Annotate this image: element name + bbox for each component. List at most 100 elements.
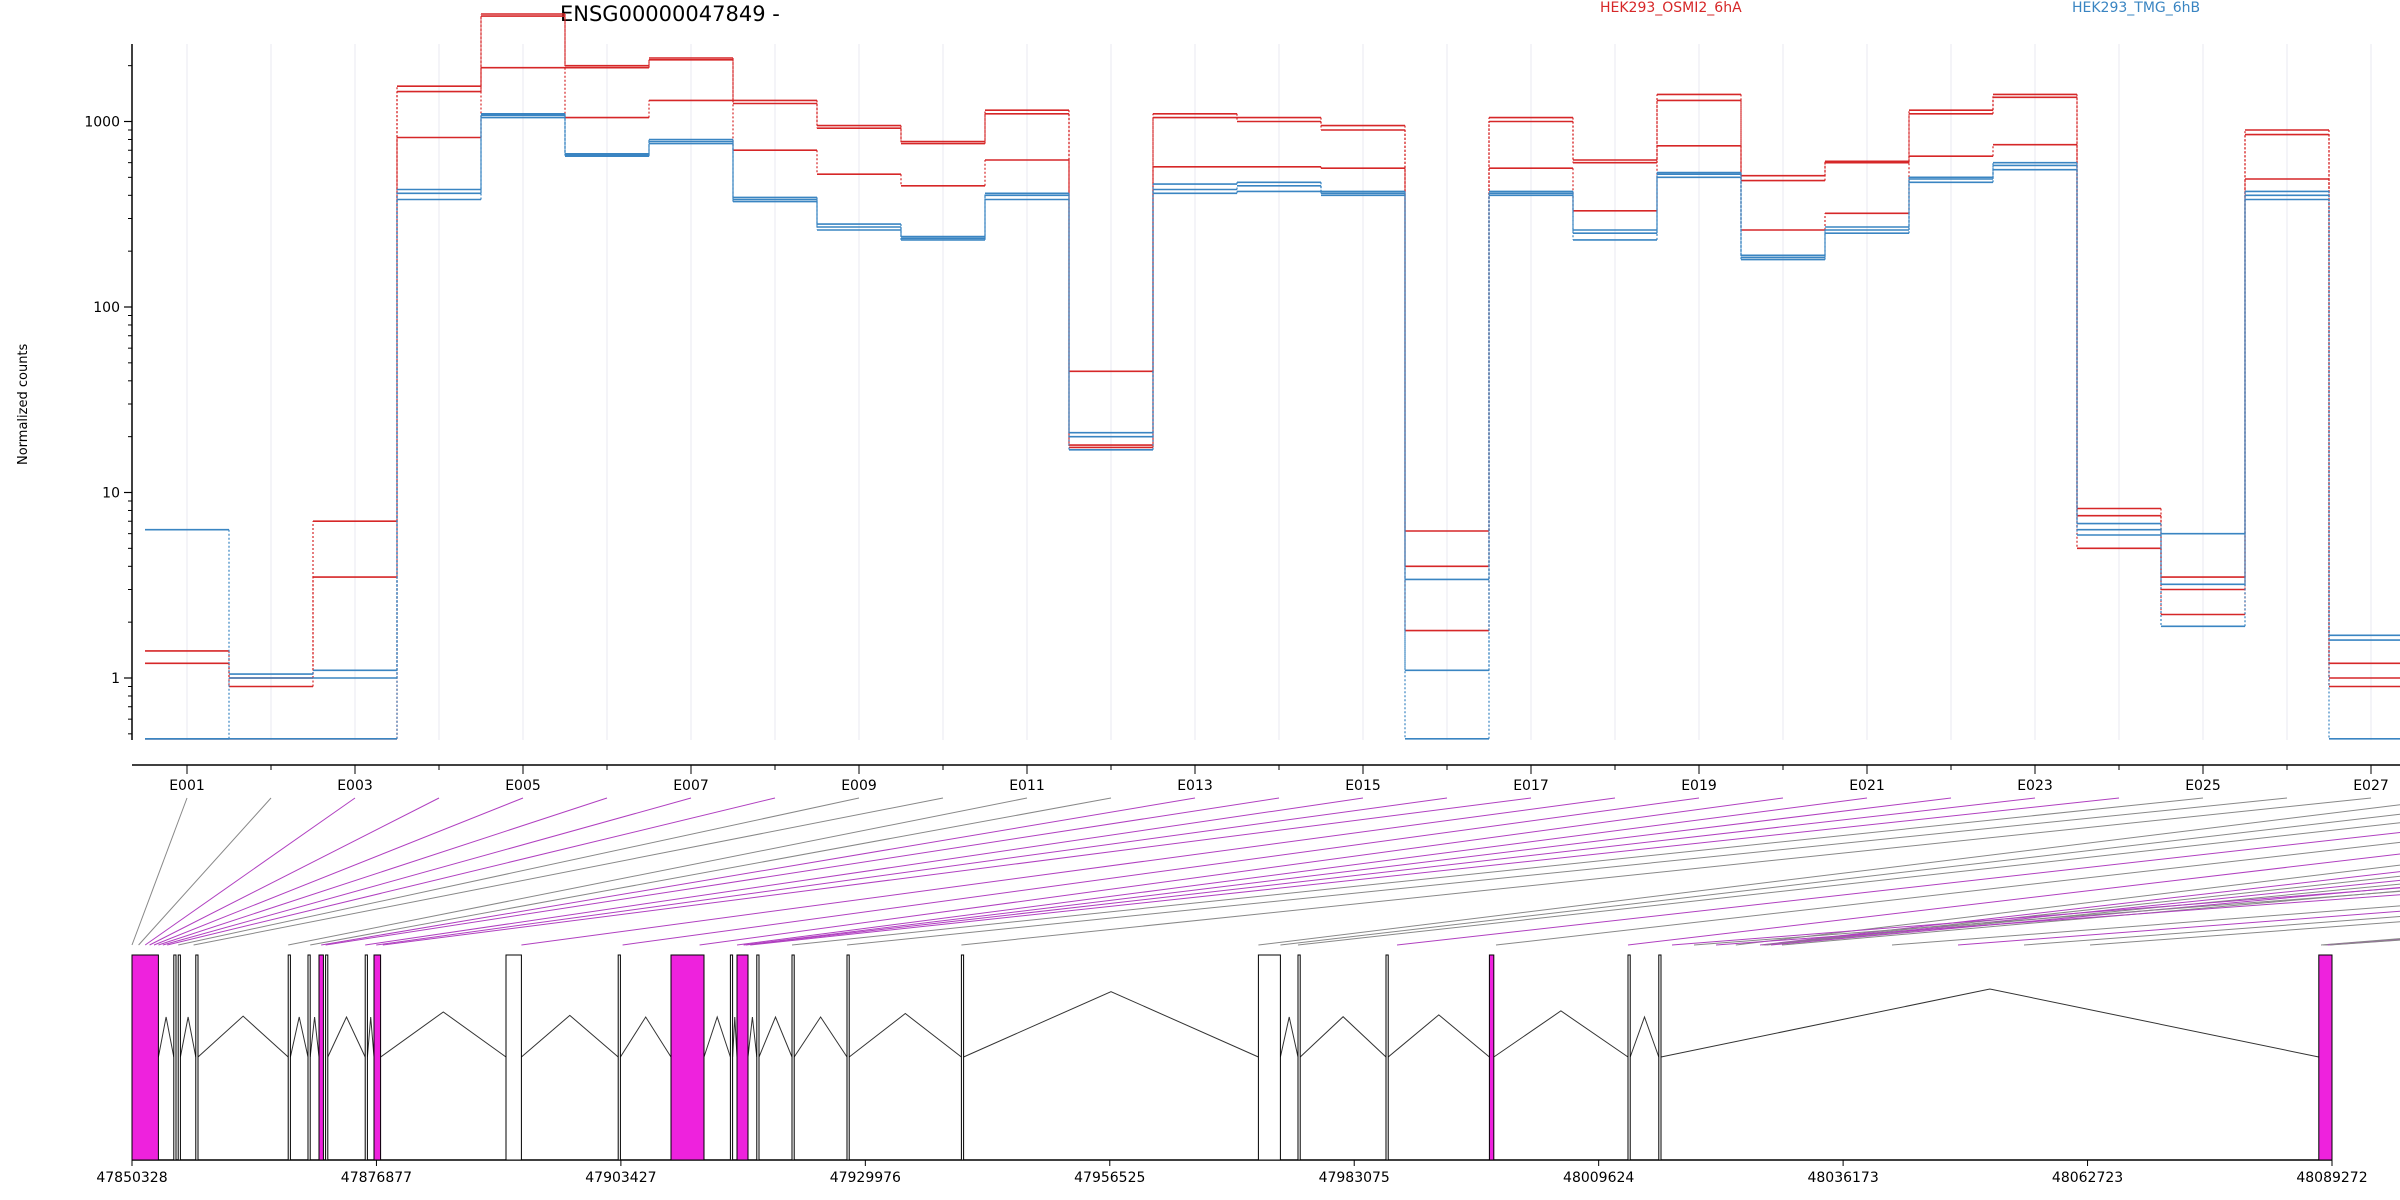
intron-line bbox=[1387, 1014, 1490, 1058]
exon-box bbox=[195, 954, 199, 1161]
intron-line bbox=[327, 1015, 366, 1058]
y-tick-label: 100 bbox=[93, 300, 120, 316]
x-tick-label: E009 bbox=[841, 778, 877, 794]
series-line bbox=[145, 66, 2400, 740]
genomic-tick-label: 47929976 bbox=[830, 1170, 901, 1186]
exon-connector bbox=[736, 797, 1868, 946]
exon-connector bbox=[743, 797, 1952, 946]
exon-connector bbox=[167, 797, 776, 946]
intron-line bbox=[619, 1016, 672, 1058]
x-tick-label: E025 bbox=[2185, 778, 2221, 794]
x-tick-label: E017 bbox=[1513, 778, 1549, 794]
exon-connector bbox=[288, 797, 1028, 946]
gene-model: 47850328 47876877 47903427 47929976 47956525… bbox=[96, 954, 2368, 1186]
exon-connector bbox=[131, 797, 188, 946]
y-tick-label: 1000 bbox=[84, 115, 120, 131]
series-lines bbox=[145, 13, 2400, 740]
exon-box bbox=[307, 954, 311, 1161]
exon-box bbox=[1658, 954, 1662, 1161]
legend-label-tmg: HEK293_TMG_6hB bbox=[2072, 0, 2201, 16]
x-tick-label: E005 bbox=[505, 778, 541, 794]
exon-connector bbox=[1627, 853, 2400, 946]
exon-connector bbox=[1735, 864, 2400, 946]
series-step-connector bbox=[228, 115, 2330, 739]
exon-connector bbox=[2023, 916, 2400, 946]
exon-box bbox=[791, 954, 795, 1161]
intron-line bbox=[1660, 988, 2319, 1058]
series-2 bbox=[145, 66, 2400, 740]
series-step-connector bbox=[228, 113, 2330, 675]
exon-connector bbox=[1957, 910, 2400, 946]
intron-line bbox=[1629, 1015, 1660, 1058]
exon-box bbox=[756, 954, 760, 1161]
exon-box bbox=[1297, 954, 1301, 1161]
exon-connector bbox=[1671, 887, 2400, 946]
exon-box bbox=[1257, 954, 1281, 1161]
exon-box bbox=[846, 954, 850, 1161]
intron-line bbox=[963, 991, 1259, 1058]
chart-title: ENSG00000047849 - bbox=[560, 2, 780, 26]
series-step-connector bbox=[396, 67, 2330, 739]
exon-connector bbox=[376, 797, 1448, 946]
exon-connector bbox=[382, 797, 1532, 946]
intron-line bbox=[1279, 1016, 1299, 1058]
exon-connector bbox=[1715, 894, 2400, 946]
genomic-tick-label: 47956525 bbox=[1074, 1170, 1145, 1186]
genomic-tick-label: 47876877 bbox=[341, 1170, 412, 1186]
series-line bbox=[145, 114, 2400, 740]
genomic-tick-label: 47983075 bbox=[1319, 1170, 1390, 1186]
legend-label-osmi2: HEK293_OSMI2_6hA bbox=[1600, 0, 1742, 16]
exon-box bbox=[173, 954, 177, 1161]
exon-box bbox=[729, 954, 734, 1161]
intron-line bbox=[848, 1012, 962, 1058]
exon-connector bbox=[521, 797, 1616, 946]
series-step-connector bbox=[396, 117, 2330, 739]
intron-line bbox=[521, 1014, 619, 1058]
exon-connector bbox=[622, 797, 1700, 946]
exon-box bbox=[1488, 954, 1495, 1161]
exon-box bbox=[325, 954, 329, 1161]
exon-connector bbox=[193, 797, 944, 946]
exon-connector bbox=[699, 797, 1784, 946]
exon-connector bbox=[178, 797, 860, 946]
intron-line bbox=[197, 1015, 289, 1058]
exon-connector bbox=[1280, 813, 2400, 946]
exon-connector bbox=[1396, 831, 2400, 946]
x-tick-label: E007 bbox=[673, 778, 709, 794]
exon-connector bbox=[1770, 886, 2400, 946]
exon-box bbox=[2318, 954, 2333, 1161]
genomic-tick-label: 48036173 bbox=[1807, 1170, 1878, 1186]
exon-connector bbox=[791, 797, 2204, 946]
intron-line bbox=[1493, 1010, 1629, 1058]
intron-line bbox=[289, 1016, 309, 1058]
x-tick-label: E003 bbox=[337, 778, 373, 794]
intron-line bbox=[380, 1011, 507, 1058]
exon-connector bbox=[1781, 890, 2400, 946]
x-tick-label: E019 bbox=[1681, 778, 1717, 794]
exon-connector bbox=[325, 797, 1280, 946]
y-tick-label: 1 bbox=[111, 671, 120, 687]
intron-line bbox=[366, 1016, 375, 1058]
exon-box bbox=[505, 954, 522, 1161]
axes: 1 10 100 1000 E001 E003 E005 E007 E009 E011 E013 E0… bbox=[84, 44, 2400, 794]
series-0 bbox=[145, 13, 2400, 679]
exon-connector bbox=[321, 797, 1196, 946]
exon-box bbox=[373, 954, 382, 1161]
exon-box bbox=[1627, 954, 1631, 1161]
series-line bbox=[145, 13, 2400, 679]
intron-line bbox=[179, 1016, 197, 1058]
intron-line bbox=[747, 1016, 758, 1058]
x-tick-label: E021 bbox=[1849, 778, 1885, 794]
exon-connector bbox=[1258, 804, 2400, 946]
genomic-tick-label: 48062723 bbox=[2052, 1170, 2123, 1186]
series-step-connector bbox=[228, 16, 2330, 687]
y-tick-label: 10 bbox=[102, 486, 120, 502]
intron-line bbox=[157, 1016, 175, 1058]
exon-connector bbox=[1764, 879, 2400, 946]
exon-connector bbox=[1297, 822, 2400, 946]
exon-connector bbox=[750, 797, 2120, 946]
x-tick-label: E011 bbox=[1009, 778, 1045, 794]
intron-line bbox=[758, 1015, 793, 1058]
exon-box bbox=[617, 954, 621, 1161]
